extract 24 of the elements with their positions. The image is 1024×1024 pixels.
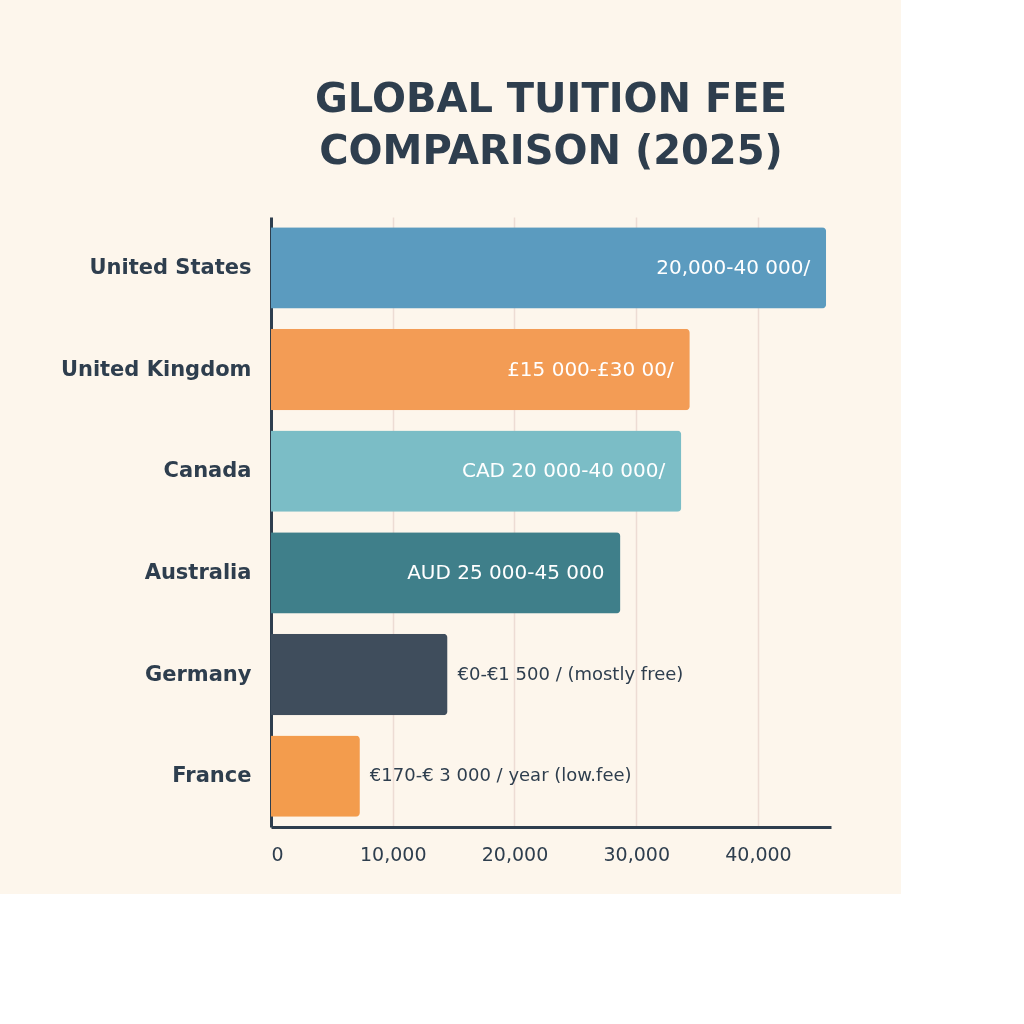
y-tick-label: Germany: [144, 661, 252, 686]
annotation: 20,000-40 000/: [656, 254, 811, 279]
x-tick-label: 30,000: [603, 842, 670, 865]
y-tick-label: United States: [89, 254, 252, 279]
annotation: CAD 20 000-40 000/: [461, 458, 666, 483]
bar: [271, 430, 682, 512]
bar: [271, 735, 360, 817]
bar: [271, 532, 621, 614]
x-tick-label: 0: [271, 842, 284, 865]
bar: [271, 328, 690, 411]
bar: [271, 633, 448, 716]
y-tick-label: Canada: [163, 458, 252, 483]
annotation: €170-€ 3 000 / year (low.fee): [369, 764, 632, 786]
annotation: €0-€1 500 / (mostly free): [457, 662, 684, 684]
x-tick-label: 20,000: [481, 842, 549, 865]
x-tick-label: 10,000: [360, 842, 427, 865]
x-tick-label: 40,000: [725, 842, 792, 865]
y-tick-label: France: [172, 763, 252, 788]
bar: [271, 227, 827, 309]
chart-title: GLOBAL TUITION FEE COMPARISON (2025): [315, 75, 787, 173]
y-tick-label: United Kingdom: [60, 356, 252, 381]
annotation: AUD 25 000-45 000: [407, 559, 605, 584]
y-tick-label: Australia: [144, 559, 252, 584]
annotation: £15 000-£30 00/: [507, 356, 675, 381]
